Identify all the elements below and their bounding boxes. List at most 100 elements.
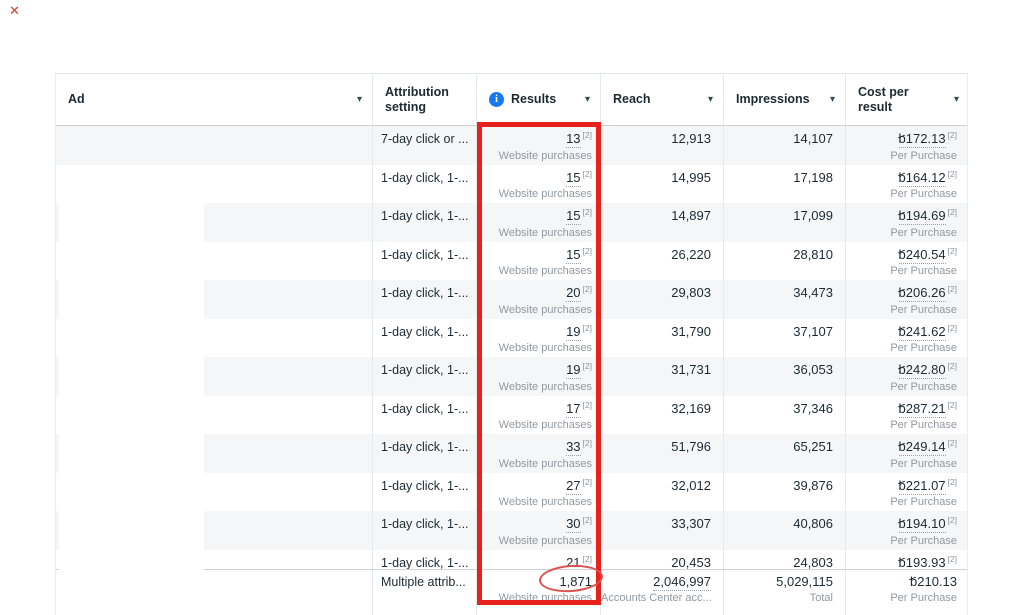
results-value[interactable]: 27 [566, 477, 581, 495]
results-total-cell: 1,871 Website purchases [476, 569, 600, 615]
table-row[interactable]: 1-day click, 1-... 27 [2] Website purchas… [56, 472, 967, 512]
table-total-row: Multiple attrib... 1,871 Website purchas… [56, 568, 967, 615]
cost-sub-label: Per Purchase [890, 342, 957, 355]
taka-currency-icon: b [898, 439, 906, 454]
impressions-cell: 36,053 [723, 357, 845, 396]
results-value[interactable]: 13 [566, 131, 581, 148]
taka-currency-icon: b [898, 208, 906, 223]
info-icon[interactable]: i [489, 92, 504, 107]
cost-value[interactable]: b241.62 [898, 323, 946, 341]
column-header-cost-per-result[interactable]: Cost per result ▾ [845, 74, 969, 125]
results-value[interactable]: 21 [566, 554, 581, 569]
chevron-down-icon[interactable]: ▾ [953, 93, 959, 105]
column-label: Results [511, 92, 557, 106]
table-row[interactable]: 1-day click, 1-... 21[2] Website purchas… [56, 549, 967, 569]
cost-cell: b164.12 [2] Per Purchase [845, 164, 967, 203]
cost-value[interactable]: b249.14 [898, 439, 946, 456]
chevron-down-icon[interactable]: ▾ [829, 93, 835, 105]
attribution-cell: 1-day click, 1-... [372, 280, 476, 319]
footnote-marker: [2] [582, 361, 592, 371]
impressions-cell: 37,107 [723, 318, 845, 357]
impressions-cell: 34,473 [723, 280, 845, 319]
column-label: Impressions [736, 92, 810, 106]
column-header-attribution-setting[interactable]: Attribution setting [372, 74, 476, 125]
results-total-value[interactable]: 1,871 [559, 573, 592, 589]
results-value[interactable]: 19 [566, 362, 581, 379]
reach-cell: 14,995 [600, 164, 723, 203]
column-header-impressions[interactable]: Impressions ▾ [723, 74, 845, 125]
cost-value[interactable]: b193.93 [898, 554, 946, 569]
impressions-cell: 17,198 [723, 164, 845, 203]
table-row[interactable]: 1-day click, 1-... 15 [2] Website purchas… [56, 241, 967, 281]
results-value[interactable]: 20 [566, 285, 581, 302]
footnote-marker: [2] [947, 553, 957, 564]
results-sub-label: Website purchases [498, 342, 592, 355]
table-row[interactable]: 1-day click, 1-... 20 [2] Website purchas… [56, 280, 967, 319]
column-header-reach[interactable]: Reach ▾ [600, 74, 723, 125]
table-row[interactable]: 1-day click, 1-... 15 [2] Website purchas… [56, 164, 967, 204]
cost-value[interactable]: b164.12 [898, 169, 946, 187]
ad-cell [56, 165, 372, 204]
chevron-down-icon[interactable]: ▾ [356, 93, 362, 105]
results-value[interactable]: 17 [566, 400, 581, 418]
ad-cell [56, 319, 372, 358]
table-row[interactable]: 1-day click, 1-... 33 [2] Website purchas… [56, 434, 967, 473]
cost-value[interactable]: b242.80 [898, 362, 946, 379]
results-sub-label: Website purchases [498, 419, 592, 432]
attribution-cell: Multiple attrib... [372, 569, 476, 615]
chevron-down-icon[interactable]: ▾ [707, 93, 713, 105]
reach-total-value[interactable]: 2,046,997 [653, 573, 711, 591]
cost-value[interactable]: b240.54 [898, 246, 946, 264]
ad-cell [56, 473, 372, 512]
ad-cell [56, 434, 372, 473]
cost-value[interactable]: b194.69 [898, 208, 946, 225]
attribution-cell: 1-day click, 1-... [372, 549, 476, 569]
results-value[interactable]: 15 [566, 246, 581, 264]
cost-sub-label: Per Purchase [890, 149, 957, 162]
cost-value[interactable]: b287.21 [898, 400, 946, 418]
cost-value[interactable]: b206.26 [898, 285, 946, 302]
reach-cell: 31,731 [600, 357, 723, 396]
impressions-cell: 65,251 [723, 434, 845, 473]
results-cell: 20 [2] Website purchases [476, 280, 600, 319]
results-value[interactable]: 15 [566, 208, 581, 225]
reach-cell: 51,796 [600, 434, 723, 473]
taka-currency-icon: b [898, 362, 906, 377]
attribution-cell: 1-day click, 1-... [372, 395, 476, 434]
cost-value[interactable]: b172.13 [898, 131, 946, 148]
chevron-down-icon[interactable]: ▾ [584, 93, 590, 105]
results-value[interactable]: 30 [566, 516, 581, 533]
cost-cell: b193.93[2] Per Purchase [845, 549, 967, 569]
ad-cell [56, 242, 372, 281]
table-row[interactable]: 7-day click or ... 13 [2] Website purchas… [56, 126, 967, 165]
taka-currency-icon: b [898, 285, 906, 300]
table-row[interactable]: 1-day click, 1-... 30 [2] Website purchas… [56, 511, 967, 550]
results-value[interactable]: 33 [566, 439, 581, 456]
table-row[interactable]: 1-day click, 1-... 19 [2] Website purchas… [56, 318, 967, 358]
cost-cell: b194.69 [2] Per Purchase [845, 203, 967, 242]
reach-cell: 26,220 [600, 241, 723, 280]
table-row[interactable]: 1-day click, 1-... 19 [2] Website purchas… [56, 357, 967, 396]
column-header-ad[interactable]: Ad ▾ [56, 74, 372, 125]
results-sub-label: Website purchases [498, 303, 592, 316]
results-value[interactable]: 15 [566, 169, 581, 187]
impressions-total-cell: 5,029,115 Total [723, 569, 845, 615]
taka-currency-icon: b [898, 131, 906, 146]
table-row[interactable]: 1-day click, 1-... 17 [2] Website purchas… [56, 395, 967, 434]
column-header-results[interactable]: i Results ▾ [476, 74, 600, 125]
footnote-marker: [2] [582, 168, 592, 179]
taka-currency-icon: b [898, 323, 906, 339]
results-sub-label: Website purchases [498, 496, 592, 509]
results-value[interactable]: 19 [566, 323, 581, 341]
attribution-cell: 1-day click, 1-... [372, 318, 476, 357]
cost-cell: b206.26 [2] Per Purchase [845, 280, 967, 319]
cost-value[interactable]: b221.07 [898, 477, 946, 495]
cost-value[interactable]: b194.10 [898, 516, 946, 533]
cost-sub-label: Per Purchase [890, 419, 957, 432]
cost-cell: b287.21 [2] Per Purchase [845, 395, 967, 434]
results-cell: 21[2] Website purchases [476, 549, 600, 569]
footnote-marker: [2] [947, 361, 957, 371]
results-cell: 15 [2] Website purchases [476, 164, 600, 203]
footnote-marker: [2] [947, 438, 957, 448]
table-row[interactable]: 1-day click, 1-... 15 [2] Website purchas… [56, 203, 967, 242]
